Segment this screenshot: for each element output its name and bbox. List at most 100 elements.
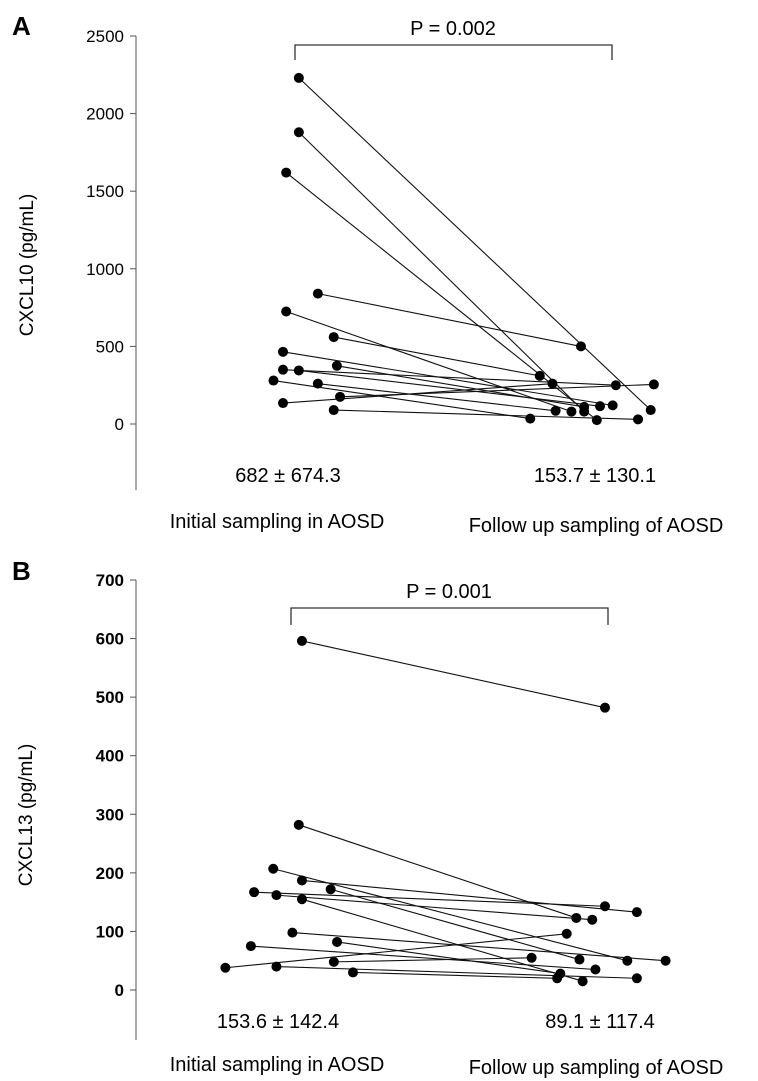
initial-point <box>328 405 339 416</box>
connector-line <box>282 369 616 386</box>
connector-line <box>250 945 596 971</box>
connector-line <box>298 131 585 412</box>
summary-initial-b: 153.6 ± 142.4 <box>217 1011 339 1033</box>
connector-line <box>225 933 567 969</box>
y-tick-label: 2500 <box>86 27 124 46</box>
initial-point <box>293 127 304 138</box>
connector-line <box>282 383 553 404</box>
initial-point <box>296 635 307 646</box>
y-tick-label: 500 <box>96 337 124 356</box>
connector-line <box>292 932 666 962</box>
summary-followup-a: 153.7 ± 130.1 <box>534 465 656 487</box>
connector-line <box>333 957 532 963</box>
connector-line <box>282 351 613 406</box>
initial-point <box>296 875 307 886</box>
connector-line <box>276 894 593 921</box>
initial-point <box>287 927 298 938</box>
paired-points-b <box>220 635 671 987</box>
y-tick-label: 2000 <box>86 105 124 124</box>
initial-point <box>312 378 323 389</box>
initial-point <box>245 941 256 952</box>
initial-point <box>293 819 304 830</box>
initial-point <box>296 894 307 905</box>
connector-line <box>333 409 639 420</box>
connector-line <box>336 941 561 975</box>
panel-letter-a: A <box>12 11 31 41</box>
y-tick-label: 100 <box>96 922 124 941</box>
connector-line <box>317 383 556 412</box>
significance-bracket-b <box>290 607 609 625</box>
initial-point <box>281 167 292 178</box>
initial-point <box>293 365 304 376</box>
followup-point <box>574 954 585 965</box>
connector-line <box>317 293 582 347</box>
followup-point <box>525 413 536 424</box>
initial-point <box>328 332 339 343</box>
y-tick-label: 700 <box>96 571 124 590</box>
summary-followup-b: 89.1 ± 117.4 <box>545 1011 655 1033</box>
paired-points-a <box>268 72 659 426</box>
initial-point <box>278 398 288 409</box>
followup-point <box>631 907 642 918</box>
followup-point <box>561 928 572 939</box>
category-initial-a: Initial sampling in AOSD <box>170 511 385 533</box>
initial-point <box>347 967 358 978</box>
connector-line <box>273 868 628 962</box>
connector-line <box>298 824 577 919</box>
initial-point <box>278 346 288 357</box>
connector-line <box>301 898 583 982</box>
connector-line <box>285 310 572 413</box>
followup-point <box>607 400 618 411</box>
followup-point <box>547 378 558 389</box>
initial-point <box>249 887 260 898</box>
followup-point <box>660 955 671 966</box>
y-tick-label: 1000 <box>86 260 124 279</box>
initial-point <box>331 360 342 371</box>
followup-point <box>600 901 610 912</box>
y-ticks-b: 0 100 200 300 400 500 600 700 <box>96 571 136 1000</box>
followup-point <box>590 964 601 975</box>
followup-point <box>575 341 586 352</box>
category-followup-b: Follow up sampling of AOSD <box>469 1057 724 1079</box>
y-tick-label: 0 <box>115 981 124 1000</box>
followup-point <box>633 414 644 425</box>
connector-line <box>301 879 637 913</box>
followup-point <box>595 401 605 412</box>
panel-a: A 0 500 1000 1500 2000 2500 CXCL10 (pg/mL) P … <box>12 11 723 537</box>
initial-point <box>268 375 279 386</box>
followup-point <box>648 379 659 390</box>
connector-line <box>254 891 606 907</box>
initial-point <box>278 364 288 375</box>
summary-initial-a: 682 ± 674.3 <box>235 465 341 487</box>
initial-point <box>325 884 336 895</box>
followup-point <box>534 370 545 381</box>
followup-point <box>566 406 577 417</box>
connector-line <box>330 888 580 961</box>
followup-point <box>631 973 642 984</box>
initial-point <box>281 306 292 317</box>
initial-point <box>268 863 279 874</box>
connector-line <box>301 640 606 709</box>
initial-point <box>335 391 346 402</box>
y-tick-label: 600 <box>96 630 124 649</box>
followup-point <box>610 380 621 391</box>
initial-point <box>328 956 339 967</box>
p-value-b: P = 0.001 <box>406 581 492 603</box>
followup-point <box>587 914 598 925</box>
initial-point <box>271 961 282 972</box>
initial-point <box>271 890 282 901</box>
y-axis-label-b: CXCL13 (pg/mL) <box>16 744 37 887</box>
connector-line <box>298 369 601 407</box>
connector-line <box>333 336 540 377</box>
y-tick-label: 500 <box>96 688 124 707</box>
y-tick-label: 400 <box>96 747 124 766</box>
followup-point <box>577 976 588 987</box>
followup-point <box>550 405 561 416</box>
y-tick-label: 300 <box>96 805 124 824</box>
initial-point <box>332 936 343 947</box>
category-followup-a: Follow up sampling of AOSD <box>469 515 724 537</box>
connector-line <box>336 365 585 408</box>
y-tick-label: 0 <box>115 415 124 434</box>
